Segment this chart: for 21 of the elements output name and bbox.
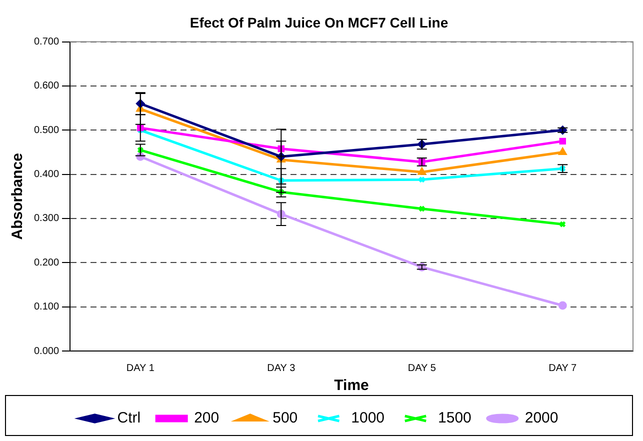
legend-label: 2000 [524,410,558,427]
legend-label: 1000 [351,410,385,427]
legend-label: 500 [272,410,298,427]
x-tick-label: DAY 3 [267,362,296,374]
legend-label: 200 [194,410,220,427]
y-tick-label: 0.000 [34,346,60,357]
y-tick-label: 0.400 [34,169,60,180]
y-tick-label: 0.600 [34,80,60,92]
chart-title: Efect Of Palm Juice On MCF7 Cell Line [190,14,448,30]
legend-label: 1500 [438,410,472,427]
x-tick-label: DAY 5 [408,362,436,374]
x-tick-label: DAY 7 [548,362,578,374]
y-tick-label: 0.200 [34,257,60,268]
y-tick-label: 0.300 [34,213,60,224]
x-axis-title: Time [334,377,369,394]
x-tick-label: DAY 1 [126,362,155,374]
y-axis-title: Absorbance [9,153,26,240]
legend-label: Ctrl [117,410,141,427]
y-tick-label: 0.500 [34,124,60,136]
y-tick-label: 0.100 [34,302,60,313]
y-tick-label: 0.700 [34,36,60,48]
